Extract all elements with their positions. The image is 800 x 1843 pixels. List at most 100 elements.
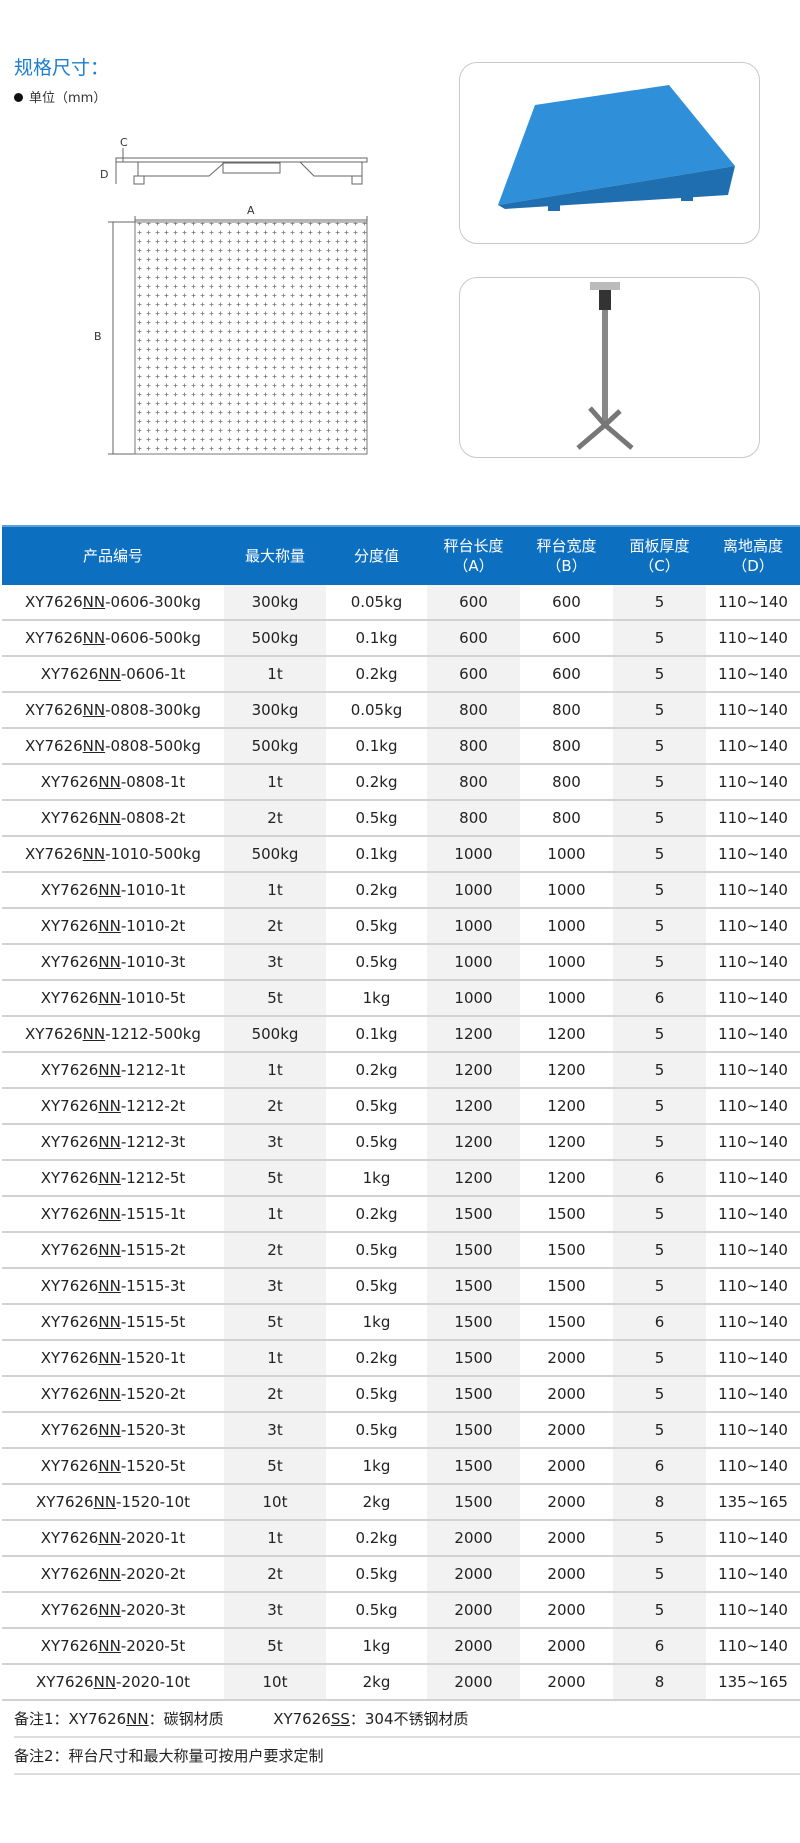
table-cell: 0.5kg — [326, 1592, 427, 1629]
table-row: XY7626NN-1212-500kg 500kg 0.1kg 1200 1200 5 11… — [2, 1016, 800, 1053]
table-cell: 5t — [224, 1448, 326, 1485]
model-code: NN — [98, 1205, 121, 1223]
table-cell: 110~140 — [706, 1160, 800, 1197]
table-cell: 2000 — [520, 1628, 613, 1665]
header-sub: （A） — [453, 557, 494, 575]
top-view-plate — [134, 221, 368, 455]
table-row: XY7626NN-1010-2t 2t 0.5kg 1000 1000 5 110~140 — [2, 908, 800, 945]
table-cell: 110~140 — [706, 585, 800, 621]
table-cell: 5 — [613, 944, 706, 981]
table-cell: 5t — [224, 1304, 326, 1341]
table-cell: 1200 — [520, 1124, 613, 1161]
model-suffix: 0606-300kg — [110, 593, 201, 611]
column-header: 产品编号 — [2, 525, 224, 585]
table-cell: 6 — [613, 1628, 706, 1665]
model-code: NN — [82, 629, 106, 647]
model-code: NN — [93, 1673, 117, 1691]
table-cell: 600 — [520, 585, 613, 621]
table-row: XY7626NN-2020-5t 5t 1kg 2000 2000 6 110~140 — [2, 1628, 800, 1665]
table-cell: 0.1kg — [326, 728, 427, 765]
model-prefix: XY7626 — [35, 1673, 94, 1691]
table-cell: 110~140 — [706, 1448, 800, 1485]
table-cell: 0.2kg — [326, 1196, 427, 1233]
table-cell: 110~140 — [706, 1556, 800, 1593]
table-cell: 3t — [224, 1124, 326, 1161]
table-cell: XY7626NN-0606-500kg — [2, 620, 224, 657]
table-cell: 1t — [224, 1520, 326, 1557]
table-cell: 2000 — [520, 1412, 613, 1449]
model-prefix: XY7626 — [40, 809, 99, 827]
table-cell: XY7626NN-1212-3t — [2, 1124, 224, 1161]
table-cell: 1500 — [427, 1484, 520, 1521]
model-suffix: 1520-1t — [126, 1349, 186, 1367]
model-prefix: XY7626 — [25, 629, 83, 647]
model-code: NN — [98, 1349, 121, 1367]
model-suffix: 1520-3t — [126, 1421, 186, 1439]
table-cell: XY7626NN-1212-500kg — [2, 1016, 224, 1053]
model-prefix: XY7626 — [40, 1133, 99, 1151]
table-cell: XY7626NN-1515-3t — [2, 1268, 224, 1305]
header-sub: （C） — [639, 557, 680, 575]
table-row: XY7626NN-0808-500kg 500kg 0.1kg 800 800 5 110~… — [2, 728, 800, 765]
model-code: NN — [98, 1061, 121, 1079]
model-prefix: XY7626 — [40, 1349, 99, 1367]
table-cell: 5 — [613, 1124, 706, 1161]
table-cell: 2t — [224, 1376, 326, 1413]
model-suffix: 2020-1t — [126, 1529, 186, 1547]
table-cell: 5 — [613, 1088, 706, 1125]
table-cell: 800 — [520, 764, 613, 801]
table-cell: 5 — [613, 728, 706, 765]
model-code: NN — [98, 1421, 121, 1439]
table-row: XY7626NN-0606-500kg 500kg 0.1kg 600 600 5 110~… — [2, 620, 800, 657]
model-code: NN — [93, 1493, 117, 1511]
table-cell: XY7626NN-1010-500kg — [2, 836, 224, 873]
model-code: NN — [98, 917, 121, 935]
table-cell: 2000 — [520, 1448, 613, 1485]
table-cell: 600 — [427, 585, 520, 621]
model-suffix: 0808-1t — [126, 773, 186, 791]
model-code: NN — [98, 881, 121, 899]
table-cell: 1kg — [326, 1628, 427, 1665]
note1-label: 备注1： — [14, 1710, 69, 1728]
model-suffix: 1010-3t — [126, 953, 186, 971]
table-cell: 0.2kg — [326, 656, 427, 693]
model-code: NN — [98, 809, 121, 827]
table-cell: 2000 — [520, 1340, 613, 1377]
note1-b-prefix: XY7626 — [273, 1710, 331, 1728]
model-suffix: 1520-5t — [126, 1457, 186, 1475]
table-cell: 5 — [613, 1556, 706, 1593]
table-cell: 0.5kg — [326, 1376, 427, 1413]
table-cell: 1200 — [520, 1016, 613, 1053]
table-header: 产品编号 最大称量 分度值 秤台长度 （A） 秤台宽度 （B） 面板厚度 （C） 离地高度 （D） — [2, 525, 800, 585]
table-cell: 1500 — [427, 1232, 520, 1269]
table-row: XY7626NN-0606-300kg 300kg 0.05kg 600 600 5 110… — [2, 585, 800, 621]
table-cell: 2000 — [427, 1664, 520, 1701]
table-cell: 1000 — [520, 908, 613, 945]
model-suffix: 1515-3t — [126, 1277, 186, 1295]
table-cell: 110~140 — [706, 1268, 800, 1305]
note1-a-code: NN — [126, 1710, 149, 1728]
table-cell: 1t — [224, 656, 326, 693]
model-prefix: XY7626 — [40, 1529, 99, 1547]
table-cell: 5 — [613, 1268, 706, 1305]
table-cell: 1500 — [427, 1268, 520, 1305]
model-suffix: 0606-500kg — [110, 629, 201, 647]
table-cell: XY7626NN-0606-1t — [2, 656, 224, 693]
model-suffix: 1212-2t — [126, 1097, 186, 1115]
table-cell: 0.2kg — [326, 1520, 427, 1557]
table-cell: 1200 — [520, 1088, 613, 1125]
note-1: 备注1：XY7626NN：碳钢材质 XY7626SS：304不锈钢材质 — [14, 1701, 800, 1738]
table-cell: 1000 — [520, 872, 613, 909]
table-cell: 5 — [613, 1376, 706, 1413]
table-cell: 500kg — [224, 728, 326, 765]
table-cell: XY7626NN-1212-5t — [2, 1160, 224, 1197]
model-code: NN — [82, 737, 106, 755]
table-row: XY7626NN-1520-10t 10t 2kg 1500 2000 8 135~165 — [2, 1484, 800, 1521]
table-and-notes: 产品编号 最大称量 分度值 秤台长度 （A） 秤台宽度 （B） 面板厚度 （C） 离地高度 （D） … — [2, 525, 800, 1775]
table-cell: 0.5kg — [326, 944, 427, 981]
table-cell: 110~140 — [706, 1628, 800, 1665]
model-code: NN — [98, 1241, 121, 1259]
model-code: NN — [98, 1169, 121, 1187]
table-cell: 6 — [613, 980, 706, 1017]
